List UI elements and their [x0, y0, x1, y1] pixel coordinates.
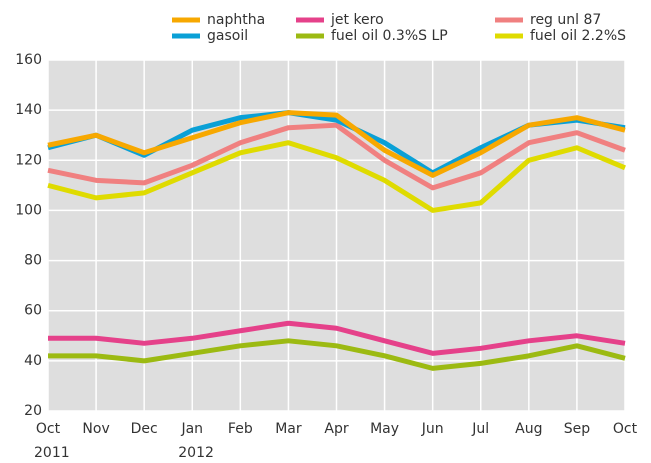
y-tick-label: 100: [15, 202, 42, 218]
x-tick-label: Jun: [421, 421, 444, 437]
x-tick-label: Nov: [82, 421, 109, 437]
x-tick-label: Dec: [131, 421, 158, 437]
legend-label: fuel oil 0.3%S LP: [331, 28, 448, 44]
x-tick-label: Mar: [275, 421, 302, 437]
x-tick-label: Jan 2012: [178, 421, 214, 459]
x-tick-label: Jul: [471, 421, 489, 437]
legend-label: gasoil: [207, 28, 248, 44]
x-tick-label: May: [370, 421, 399, 437]
x-tick-label: Oct: [613, 421, 638, 437]
legend-label: reg unl 87: [530, 12, 601, 28]
x-tick-label: Apr: [324, 421, 348, 437]
legend-label: jet kero: [330, 12, 384, 28]
x-tick-label: Oct 2011: [34, 421, 70, 459]
series-line: [48, 338, 626, 371]
y-tick-label: 80: [24, 253, 42, 269]
y-tick-label: 120: [15, 152, 42, 168]
series-line: [47, 110, 626, 178]
series-line: [48, 320, 626, 356]
y-tick-label: 40: [24, 353, 42, 369]
x-tick-label: Aug: [515, 421, 542, 437]
y-tick-label: 20: [24, 403, 42, 419]
x-tick-label: Sep: [564, 421, 591, 437]
legend-label: naphtha: [207, 12, 265, 28]
y-tick-label: 140: [15, 102, 42, 118]
x-tick-label: Feb: [228, 421, 253, 437]
legend-label: fuel oil 2.2%S: [530, 28, 626, 44]
y-tick-label: 160: [15, 52, 42, 68]
series-line: [47, 140, 626, 213]
series-line: [47, 122, 626, 191]
y-tick-label: 60: [24, 303, 42, 319]
